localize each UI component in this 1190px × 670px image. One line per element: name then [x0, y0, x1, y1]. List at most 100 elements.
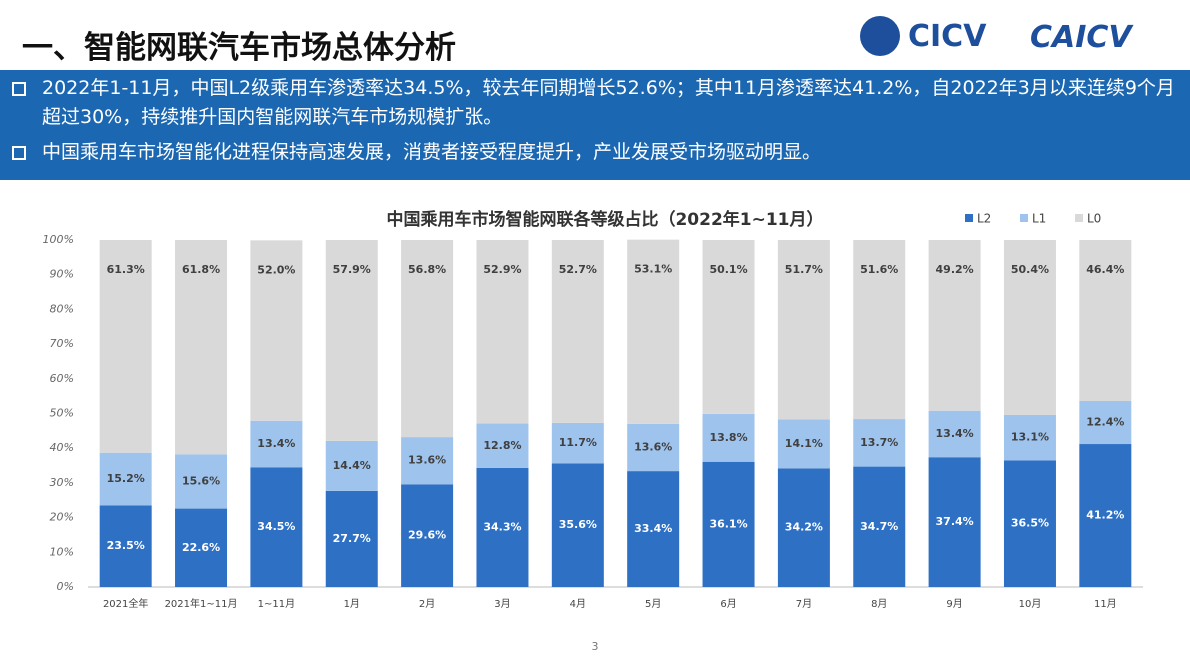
- y-tick-label: 50%: [50, 407, 74, 420]
- bar-segment: [777, 240, 830, 420]
- x-tick-label: 1月: [344, 598, 360, 610]
- bar-segment: [853, 240, 906, 420]
- bar-segment: [476, 240, 529, 424]
- bar-segment: [928, 457, 981, 587]
- data-label: 52.9%: [483, 263, 521, 276]
- bullet-box: [12, 82, 26, 96]
- bar-segment: [476, 467, 529, 587]
- y-tick-label: 40%: [50, 441, 74, 454]
- legend-swatch: [1075, 214, 1083, 222]
- bar-segment: [99, 505, 152, 587]
- data-label: 52.0%: [257, 263, 295, 276]
- summary-band: 2022年1-11月，中国L2级乘用车渗透率达34.5%，较去年同期增长52.6…: [0, 70, 1190, 180]
- data-label: 27.7%: [333, 532, 371, 545]
- bar-segment: [325, 240, 378, 441]
- x-tick-label: 2021年1~11月: [165, 597, 238, 610]
- y-tick-label: 30%: [50, 476, 74, 489]
- bar-segment: [551, 240, 604, 423]
- data-label: 34.5%: [257, 520, 295, 533]
- x-tick-label: 10月: [1019, 598, 1042, 610]
- bar-segment: [401, 240, 454, 438]
- data-label: 52.7%: [559, 263, 597, 276]
- bullet-text: 中国乘用车市场智能化进程保持高速发展，消费者接受程度提升，产业发展受市场驱动明显…: [42, 141, 822, 163]
- bar-segment: [853, 419, 906, 467]
- bar-segment: [1079, 444, 1132, 587]
- data-label: 33.4%: [634, 522, 672, 535]
- data-label: 46.4%: [1086, 263, 1124, 276]
- bar-segment: [777, 419, 830, 469]
- data-label: 50.4%: [1011, 263, 1049, 276]
- y-tick-label: 0%: [57, 580, 74, 593]
- data-label: 22.6%: [182, 541, 220, 554]
- logo2: CAICV: [1030, 20, 1132, 55]
- bar-segment: [853, 466, 906, 587]
- data-label: 51.7%: [785, 263, 823, 276]
- bar-segment: [325, 490, 378, 587]
- data-label: 13.7%: [860, 436, 898, 449]
- x-tick-label: 7月: [796, 598, 812, 610]
- logo-text: CICV: [908, 18, 987, 54]
- data-label: 13.4%: [936, 427, 974, 440]
- data-label: 23.5%: [107, 539, 145, 552]
- legend-label: L1: [1032, 212, 1046, 226]
- chart-title: 中国乘用车市场智能网联各等级占比（2022年1~11月）: [386, 209, 823, 230]
- logo-icon: [860, 16, 900, 56]
- y-tick-label: 70%: [50, 337, 74, 350]
- data-label: 36.5%: [1011, 517, 1049, 530]
- bar-segment: [551, 422, 604, 464]
- y-tick-label: 10%: [50, 545, 74, 558]
- data-label: 34.2%: [785, 521, 823, 534]
- bar-segment: [928, 410, 981, 458]
- x-tick-label: 2021全年: [103, 597, 148, 610]
- bar-segment: [175, 454, 228, 509]
- bar-segment: [1079, 401, 1132, 445]
- bar-segment: [250, 420, 303, 468]
- data-label: 15.6%: [182, 475, 220, 488]
- data-label: 61.8%: [182, 263, 220, 276]
- data-label: 57.9%: [333, 263, 371, 276]
- logo: CICV: [860, 14, 986, 58]
- page-number: 3: [591, 640, 599, 653]
- x-tick-label: 1~11月: [258, 598, 295, 610]
- data-label: 12.8%: [483, 439, 521, 452]
- data-label: 14.4%: [333, 459, 371, 472]
- data-label: 41.2%: [1086, 509, 1124, 522]
- bar-segment: [627, 239, 680, 424]
- bar-segment: [627, 471, 680, 587]
- data-label: 34.7%: [860, 520, 898, 533]
- data-label: 34.3%: [483, 520, 521, 533]
- data-label: 35.6%: [559, 518, 597, 531]
- x-tick-label: 11月: [1094, 598, 1117, 610]
- data-label: 13.8%: [709, 431, 747, 444]
- data-label: 13.6%: [408, 454, 446, 467]
- legend-swatch: [965, 214, 973, 222]
- bar-segment: [1079, 240, 1132, 402]
- bar-segment: [928, 240, 981, 411]
- legend-swatch: [1020, 214, 1028, 222]
- bar-segment: [1003, 460, 1056, 587]
- bar-segment: [99, 452, 152, 506]
- x-tick-label: 2月: [419, 598, 435, 610]
- bar-segment: [1003, 414, 1056, 461]
- data-label: 37.4%: [936, 515, 974, 528]
- bar-segment: [99, 240, 152, 453]
- bullet-box: [12, 146, 26, 160]
- data-label: 56.8%: [408, 263, 446, 276]
- data-label: 53.1%: [634, 263, 672, 276]
- y-tick-label: 80%: [50, 302, 74, 315]
- x-tick-label: 4月: [570, 598, 586, 610]
- data-label: 12.4%: [1086, 416, 1124, 429]
- x-tick-label: 8月: [871, 598, 887, 610]
- bar-segment: [702, 240, 755, 414]
- data-label: 61.3%: [107, 263, 145, 276]
- data-label: 13.1%: [1011, 431, 1049, 444]
- bar-segment: [627, 423, 680, 472]
- data-label: 51.6%: [860, 263, 898, 276]
- data-label: 13.6%: [634, 441, 672, 454]
- slide-title: 一、智能网联汽车市场总体分析: [22, 30, 456, 66]
- data-label: 29.6%: [408, 529, 446, 542]
- bar-segment: [1003, 240, 1056, 415]
- bar-segment: [702, 413, 755, 462]
- y-tick-label: 90%: [50, 268, 74, 281]
